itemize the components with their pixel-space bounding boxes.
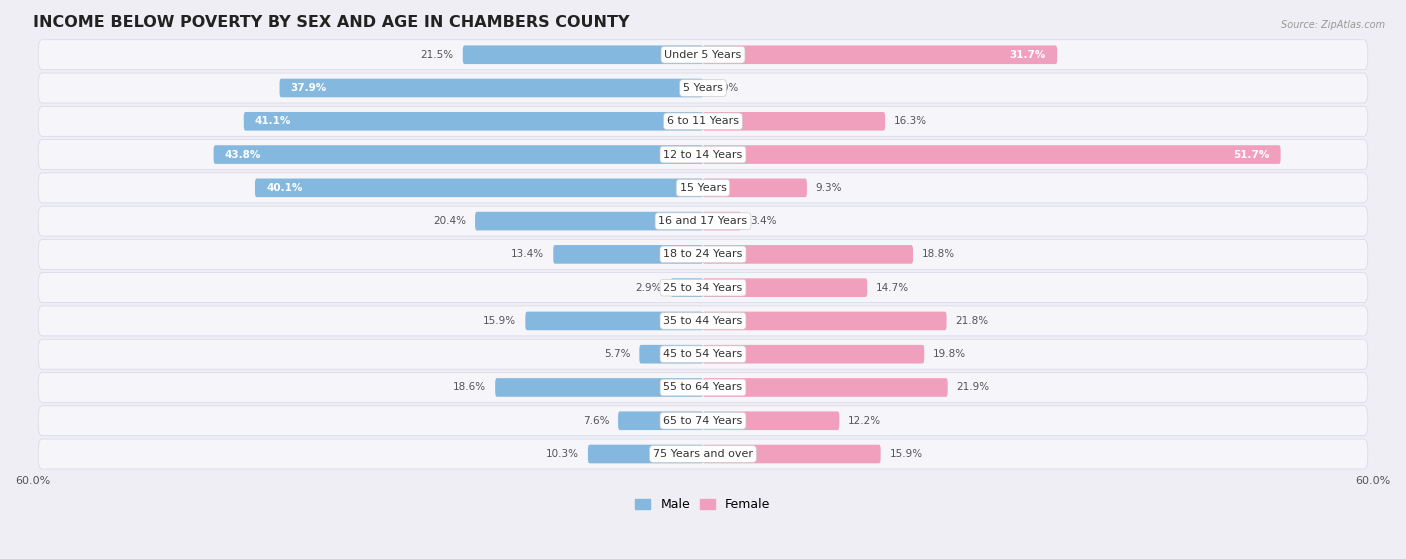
Text: 14.7%: 14.7% — [876, 283, 910, 293]
Text: 16.3%: 16.3% — [894, 116, 927, 126]
FancyBboxPatch shape — [38, 106, 1368, 136]
FancyBboxPatch shape — [703, 411, 839, 430]
FancyBboxPatch shape — [38, 372, 1368, 402]
Text: 18.6%: 18.6% — [453, 382, 486, 392]
FancyBboxPatch shape — [38, 273, 1368, 302]
FancyBboxPatch shape — [703, 445, 880, 463]
Text: 16 and 17 Years: 16 and 17 Years — [658, 216, 748, 226]
Text: 9.3%: 9.3% — [815, 183, 842, 193]
FancyBboxPatch shape — [703, 278, 868, 297]
Text: 2.9%: 2.9% — [636, 283, 662, 293]
Text: 12.2%: 12.2% — [848, 416, 882, 426]
FancyBboxPatch shape — [703, 112, 886, 131]
Text: Under 5 Years: Under 5 Years — [665, 50, 741, 60]
FancyBboxPatch shape — [280, 79, 703, 97]
FancyBboxPatch shape — [588, 445, 703, 463]
Text: 37.9%: 37.9% — [291, 83, 328, 93]
FancyBboxPatch shape — [38, 206, 1368, 236]
FancyBboxPatch shape — [495, 378, 703, 397]
Text: 45 to 54 Years: 45 to 54 Years — [664, 349, 742, 359]
Text: 12 to 14 Years: 12 to 14 Years — [664, 150, 742, 159]
Text: 31.7%: 31.7% — [1010, 50, 1046, 60]
FancyBboxPatch shape — [526, 311, 703, 330]
FancyBboxPatch shape — [38, 40, 1368, 70]
Text: 51.7%: 51.7% — [1233, 150, 1270, 159]
FancyBboxPatch shape — [38, 339, 1368, 369]
FancyBboxPatch shape — [38, 406, 1368, 435]
Text: INCOME BELOW POVERTY BY SEX AND AGE IN CHAMBERS COUNTY: INCOME BELOW POVERTY BY SEX AND AGE IN C… — [32, 15, 628, 30]
FancyBboxPatch shape — [619, 411, 703, 430]
FancyBboxPatch shape — [38, 73, 1368, 103]
Text: 3.4%: 3.4% — [749, 216, 776, 226]
FancyBboxPatch shape — [214, 145, 703, 164]
Text: 40.1%: 40.1% — [266, 183, 302, 193]
Text: 10.3%: 10.3% — [546, 449, 579, 459]
Text: 0.0%: 0.0% — [711, 83, 738, 93]
FancyBboxPatch shape — [38, 306, 1368, 336]
Text: 75 Years and over: 75 Years and over — [652, 449, 754, 459]
Text: Source: ZipAtlas.com: Source: ZipAtlas.com — [1281, 20, 1385, 30]
Text: 7.6%: 7.6% — [582, 416, 609, 426]
Text: 15.9%: 15.9% — [484, 316, 516, 326]
FancyBboxPatch shape — [463, 45, 703, 64]
Text: 15.9%: 15.9% — [890, 449, 922, 459]
Text: 25 to 34 Years: 25 to 34 Years — [664, 283, 742, 293]
FancyBboxPatch shape — [475, 212, 703, 230]
Text: 21.8%: 21.8% — [956, 316, 988, 326]
Text: 5.7%: 5.7% — [603, 349, 630, 359]
FancyBboxPatch shape — [254, 178, 703, 197]
FancyBboxPatch shape — [38, 173, 1368, 203]
Legend: Male, Female: Male, Female — [630, 493, 776, 517]
Text: 19.8%: 19.8% — [934, 349, 966, 359]
Text: 18.8%: 18.8% — [922, 249, 955, 259]
Text: 21.9%: 21.9% — [956, 382, 990, 392]
FancyBboxPatch shape — [703, 145, 1281, 164]
Text: 18 to 24 Years: 18 to 24 Years — [664, 249, 742, 259]
Text: 21.5%: 21.5% — [420, 50, 454, 60]
FancyBboxPatch shape — [703, 378, 948, 397]
Text: 35 to 44 Years: 35 to 44 Years — [664, 316, 742, 326]
FancyBboxPatch shape — [243, 112, 703, 131]
Text: 20.4%: 20.4% — [433, 216, 467, 226]
Text: 5 Years: 5 Years — [683, 83, 723, 93]
Text: 41.1%: 41.1% — [254, 116, 291, 126]
FancyBboxPatch shape — [640, 345, 703, 363]
FancyBboxPatch shape — [703, 45, 1057, 64]
Text: 65 to 74 Years: 65 to 74 Years — [664, 416, 742, 426]
Text: 55 to 64 Years: 55 to 64 Years — [664, 382, 742, 392]
FancyBboxPatch shape — [703, 245, 912, 264]
Text: 13.4%: 13.4% — [512, 249, 544, 259]
FancyBboxPatch shape — [703, 311, 946, 330]
Text: 6 to 11 Years: 6 to 11 Years — [666, 116, 740, 126]
FancyBboxPatch shape — [703, 345, 924, 363]
Text: 15 Years: 15 Years — [679, 183, 727, 193]
FancyBboxPatch shape — [554, 245, 703, 264]
FancyBboxPatch shape — [38, 239, 1368, 269]
FancyBboxPatch shape — [38, 140, 1368, 169]
FancyBboxPatch shape — [703, 178, 807, 197]
FancyBboxPatch shape — [38, 439, 1368, 469]
FancyBboxPatch shape — [671, 278, 703, 297]
Text: 43.8%: 43.8% — [225, 150, 262, 159]
FancyBboxPatch shape — [703, 212, 741, 230]
